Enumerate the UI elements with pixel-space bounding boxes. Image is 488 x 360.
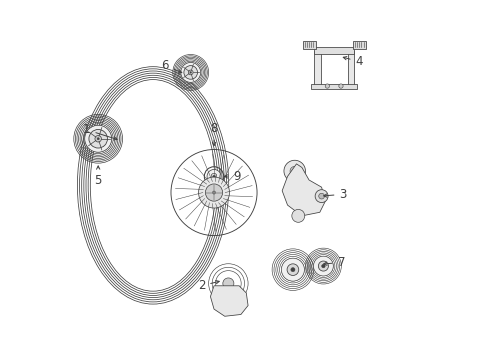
Text: 6: 6	[161, 59, 182, 73]
Circle shape	[89, 130, 107, 148]
Circle shape	[314, 190, 327, 203]
Circle shape	[181, 63, 200, 82]
Circle shape	[284, 160, 305, 182]
Text: 1: 1	[83, 123, 117, 140]
Circle shape	[235, 306, 242, 312]
Circle shape	[189, 72, 191, 73]
Circle shape	[291, 210, 304, 222]
Text: 5: 5	[94, 166, 102, 186]
Circle shape	[95, 135, 101, 142]
Bar	[310, 84, 356, 89]
FancyBboxPatch shape	[352, 41, 365, 49]
Circle shape	[325, 84, 329, 88]
Text: 7: 7	[323, 256, 345, 269]
Circle shape	[206, 170, 221, 183]
Circle shape	[286, 264, 298, 275]
Bar	[347, 51, 353, 85]
Circle shape	[281, 258, 304, 281]
Bar	[313, 46, 353, 54]
Circle shape	[289, 166, 299, 176]
Circle shape	[290, 267, 294, 272]
Circle shape	[321, 264, 325, 268]
Circle shape	[223, 278, 233, 289]
Circle shape	[84, 125, 111, 152]
Circle shape	[338, 84, 343, 88]
Circle shape	[318, 261, 328, 271]
Circle shape	[188, 70, 193, 75]
Circle shape	[183, 66, 197, 79]
Text: 3: 3	[323, 188, 346, 201]
FancyBboxPatch shape	[302, 41, 315, 49]
Ellipse shape	[211, 174, 216, 177]
Circle shape	[198, 177, 229, 208]
Circle shape	[212, 175, 215, 177]
Text: 9: 9	[224, 170, 240, 183]
Text: 8: 8	[210, 122, 217, 146]
Polygon shape	[282, 164, 325, 216]
Circle shape	[212, 191, 215, 194]
Circle shape	[313, 256, 333, 276]
Circle shape	[221, 306, 227, 312]
Text: 2: 2	[197, 279, 219, 292]
Bar	[313, 51, 320, 85]
Circle shape	[318, 193, 324, 199]
Circle shape	[97, 138, 99, 140]
Text: 4: 4	[343, 55, 362, 68]
Polygon shape	[210, 286, 247, 316]
Circle shape	[205, 184, 222, 201]
